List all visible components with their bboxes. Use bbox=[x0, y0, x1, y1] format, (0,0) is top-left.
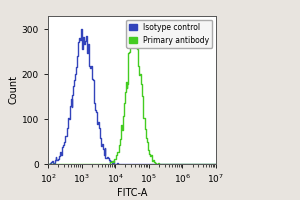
Legend: Isotype control, Primary antibody: Isotype control, Primary antibody bbox=[126, 20, 212, 48]
X-axis label: FITC-A: FITC-A bbox=[117, 188, 147, 198]
Y-axis label: Count: Count bbox=[9, 75, 19, 104]
